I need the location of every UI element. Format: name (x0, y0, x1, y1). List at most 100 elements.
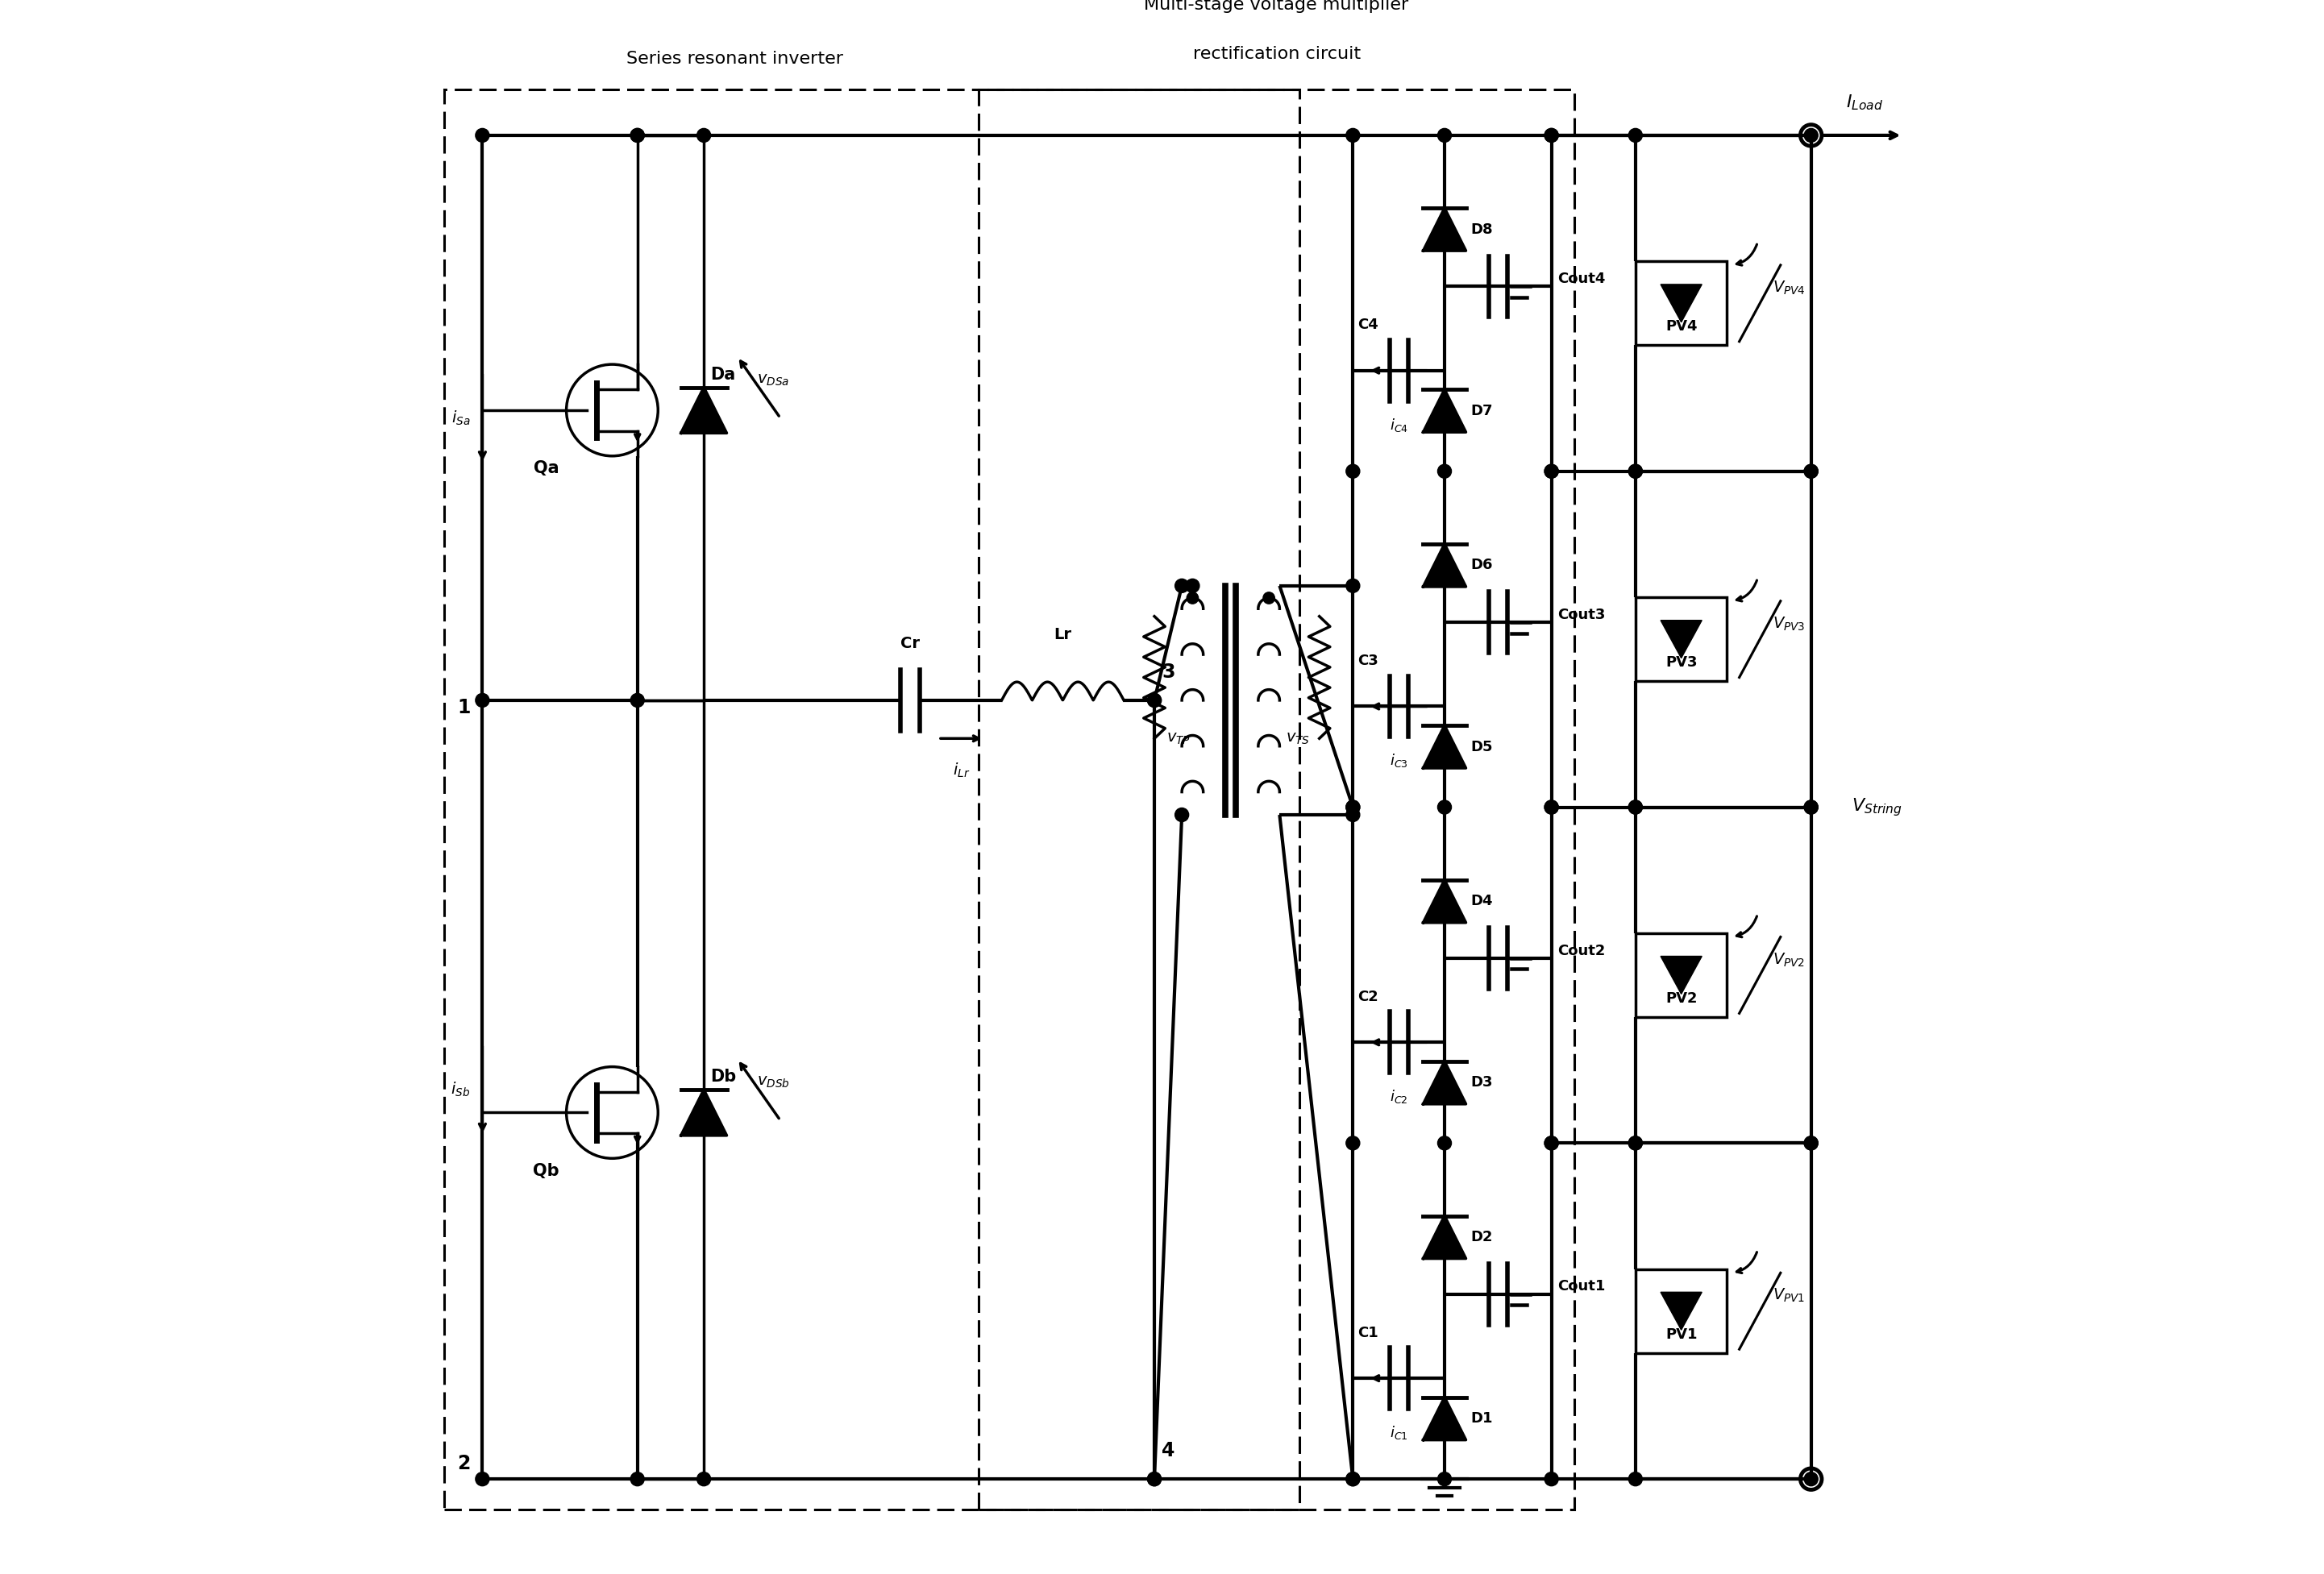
Text: $v_{DSa}$: $v_{DSa}$ (758, 371, 790, 387)
Circle shape (1629, 800, 1643, 814)
Circle shape (1346, 464, 1360, 478)
Text: $i_{C1}$: $i_{C1}$ (1390, 1424, 1408, 1440)
Circle shape (476, 694, 490, 707)
Text: $V_{String}$: $V_{String}$ (1852, 796, 1903, 818)
Text: $i_{Sa}$: $i_{Sa}$ (451, 409, 469, 427)
Circle shape (1188, 592, 1199, 604)
Circle shape (1346, 129, 1360, 142)
Text: $V_{PV1}$: $V_{PV1}$ (1773, 1288, 1806, 1305)
Circle shape (1346, 800, 1360, 814)
Polygon shape (1422, 545, 1466, 587)
Text: Da: Da (709, 367, 734, 382)
Text: C3: C3 (1357, 653, 1378, 669)
Polygon shape (1422, 1398, 1466, 1440)
Bar (1636, 1269, 1727, 1354)
Circle shape (1148, 1472, 1162, 1486)
Circle shape (1148, 694, 1162, 707)
Text: PV3: PV3 (1666, 655, 1697, 671)
Text: $v_{DSb}$: $v_{DSb}$ (758, 1075, 790, 1089)
Text: 4: 4 (1162, 1442, 1176, 1461)
Text: Lr: Lr (1053, 626, 1071, 642)
Circle shape (1803, 464, 1817, 478)
Text: $i_{C4}$: $i_{C4}$ (1390, 416, 1408, 433)
Text: PV1: PV1 (1666, 1327, 1697, 1341)
Circle shape (476, 1472, 490, 1486)
Circle shape (1545, 464, 1559, 478)
Text: D1: D1 (1471, 1412, 1492, 1426)
Polygon shape (681, 1089, 727, 1135)
Circle shape (1629, 464, 1643, 478)
Circle shape (1148, 694, 1162, 707)
Circle shape (1439, 129, 1452, 142)
Text: C2: C2 (1357, 990, 1378, 1004)
Text: PV2: PV2 (1666, 992, 1697, 1006)
Text: Cr: Cr (899, 636, 920, 652)
Circle shape (1545, 464, 1559, 478)
Circle shape (1545, 129, 1559, 142)
Circle shape (1346, 579, 1360, 593)
Circle shape (1629, 464, 1643, 478)
Text: 3: 3 (1162, 663, 1176, 682)
Text: $i_{C2}$: $i_{C2}$ (1390, 1088, 1408, 1105)
Circle shape (1346, 1472, 1360, 1486)
Text: $i_{Lr}$: $i_{Lr}$ (953, 762, 969, 779)
Circle shape (1545, 800, 1559, 814)
Circle shape (1545, 1472, 1559, 1486)
Text: C1: C1 (1357, 1325, 1378, 1339)
Circle shape (1176, 579, 1190, 593)
Text: D7: D7 (1471, 403, 1492, 419)
Text: $v_{TS}$: $v_{TS}$ (1285, 730, 1311, 746)
Circle shape (1803, 800, 1817, 814)
Circle shape (630, 694, 644, 707)
Polygon shape (1662, 1292, 1701, 1330)
Circle shape (1346, 800, 1360, 814)
Circle shape (1803, 1136, 1817, 1151)
Circle shape (630, 129, 644, 142)
Text: D5: D5 (1471, 740, 1492, 754)
Text: Cout4: Cout4 (1557, 272, 1606, 286)
Text: $V_{PV3}$: $V_{PV3}$ (1773, 615, 1806, 633)
Circle shape (1439, 464, 1452, 478)
Polygon shape (1662, 957, 1701, 995)
Circle shape (1803, 129, 1817, 142)
Text: 2: 2 (458, 1454, 469, 1473)
Circle shape (1439, 1472, 1452, 1486)
Circle shape (1545, 1136, 1559, 1151)
Circle shape (1346, 1136, 1360, 1151)
Circle shape (1803, 800, 1817, 814)
Bar (1636, 261, 1727, 345)
Polygon shape (1422, 880, 1466, 922)
Text: 1: 1 (458, 699, 469, 718)
Circle shape (630, 129, 644, 142)
Circle shape (1629, 129, 1643, 142)
Text: Qa: Qa (532, 461, 558, 477)
Circle shape (1545, 1136, 1559, 1151)
Circle shape (1545, 800, 1559, 814)
Circle shape (1185, 579, 1199, 593)
Circle shape (630, 1472, 644, 1486)
Text: D2: D2 (1471, 1229, 1492, 1245)
Polygon shape (1662, 285, 1701, 323)
Circle shape (1629, 1472, 1643, 1486)
Text: $V_{PV4}$: $V_{PV4}$ (1773, 280, 1806, 296)
Text: Db: Db (709, 1069, 737, 1084)
Circle shape (1629, 1136, 1643, 1151)
Polygon shape (1422, 1061, 1466, 1103)
Bar (1636, 933, 1727, 1017)
Circle shape (1803, 1136, 1817, 1151)
Circle shape (1148, 1472, 1162, 1486)
Text: Cout1: Cout1 (1557, 1280, 1606, 1294)
Circle shape (1439, 1136, 1452, 1151)
Text: Cout3: Cout3 (1557, 608, 1606, 622)
Polygon shape (681, 387, 727, 433)
Text: PV4: PV4 (1666, 320, 1697, 334)
Bar (978, 90, 1573, 1509)
Polygon shape (1422, 389, 1466, 433)
Text: $I_{Load}$: $I_{Load}$ (1845, 93, 1882, 112)
Circle shape (1545, 129, 1559, 142)
Circle shape (697, 1472, 711, 1486)
Text: Qb: Qb (532, 1163, 558, 1179)
Circle shape (697, 129, 711, 142)
Text: $V_{PV2}$: $V_{PV2}$ (1773, 951, 1806, 968)
Text: Series resonant inverter: Series resonant inverter (625, 50, 844, 66)
